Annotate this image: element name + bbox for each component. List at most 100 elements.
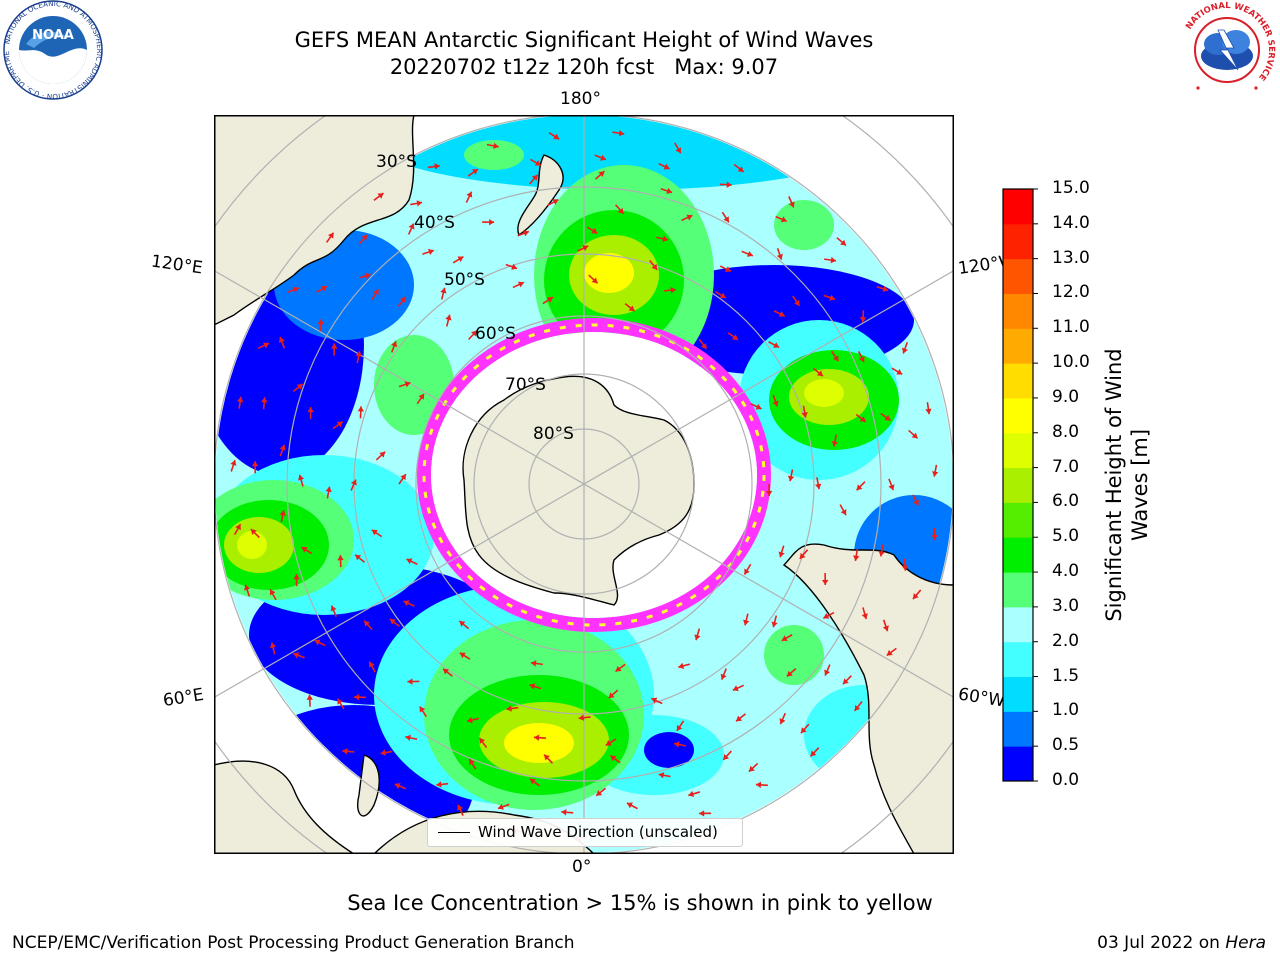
wave-arrow-head xyxy=(582,245,589,251)
colorbar-tick-label: 0.5 xyxy=(1052,735,1080,756)
wave-arrow-head xyxy=(854,704,861,711)
wave-arrow-head xyxy=(337,555,344,561)
wave-arrow-head xyxy=(719,292,726,299)
wave-arrow-head xyxy=(688,790,695,798)
colorbar-segment xyxy=(1003,502,1033,538)
wave-arrow-head xyxy=(357,406,365,412)
wave-arrow-head xyxy=(600,154,606,161)
wave-arrow-head xyxy=(765,490,773,496)
colorbar-tick-label: 14.0 xyxy=(1052,212,1090,233)
wave-arrow-head xyxy=(746,250,753,257)
wave-arrow-head xyxy=(670,286,676,294)
wave-arrow-head xyxy=(354,693,360,701)
wave-arrow-head xyxy=(608,692,615,699)
wave-arrow-head xyxy=(371,529,378,536)
colorbar-segment xyxy=(1003,606,1033,643)
colorbar-tick-label: 13.0 xyxy=(1052,247,1090,268)
wave-arrow-head xyxy=(779,718,786,725)
wave-arrow-head xyxy=(355,351,362,357)
colorbar-segment xyxy=(1003,363,1033,399)
wave-arrow-head xyxy=(615,665,622,672)
wave-arrow-head xyxy=(301,547,308,553)
wave-arrow-head xyxy=(724,266,731,273)
colorbar-segment xyxy=(1003,676,1033,712)
nws-logo: NATIONAL WEATHER SERVICE xyxy=(1179,1,1276,98)
wave-arrow-head xyxy=(901,565,909,571)
wave-arrow-head xyxy=(781,635,788,641)
wave-arrow-head xyxy=(676,724,683,731)
wave-arrow-head xyxy=(471,330,477,337)
footer-date: 03 Jul 2022 on Hera xyxy=(1097,933,1266,953)
wave-arrow-head xyxy=(925,408,932,415)
wave-arrow-head xyxy=(459,621,466,627)
wave-arrow-head xyxy=(658,772,665,779)
wave-arrow-head xyxy=(372,289,379,296)
colorbar-tick-label: 1.0 xyxy=(1052,700,1080,721)
wave-arrow-head xyxy=(544,754,550,761)
wave-arrow-head xyxy=(591,277,598,284)
wave-arrow-head xyxy=(605,740,612,746)
colorbar-tick-label: 0.0 xyxy=(1052,770,1080,790)
wave-arrow-head xyxy=(457,804,464,811)
colorbar-tick-label: 6.0 xyxy=(1052,491,1080,512)
wave-arrow-head xyxy=(686,214,693,221)
colorbar-tick-label: 8.0 xyxy=(1052,421,1080,442)
colorbar-segment xyxy=(1003,641,1033,678)
wave-arrow-head xyxy=(800,727,807,734)
colorbar-segment xyxy=(1003,258,1033,294)
lat-label-50s: 50°S xyxy=(444,270,485,290)
wave-arrow-head xyxy=(678,662,685,670)
wave-arrow-head xyxy=(466,191,473,198)
wave-arrow-head xyxy=(279,444,286,451)
wave-arrow-head xyxy=(493,142,499,150)
wave-arrow-head xyxy=(400,296,406,303)
wave-arrow-head xyxy=(534,160,541,166)
wave-arrow-head xyxy=(821,579,829,586)
wave-arrow-head xyxy=(317,319,324,325)
wave-arrow-head xyxy=(912,593,919,600)
lat-label-80s: 80°S xyxy=(533,424,574,444)
colorbar-segment xyxy=(1003,537,1033,573)
wave-arrow-head xyxy=(801,412,808,418)
graticule xyxy=(214,115,954,854)
lon-label-60w: 60°W xyxy=(956,684,1007,712)
lat-label-30s: 30°S xyxy=(376,152,417,172)
polar-map xyxy=(214,115,954,854)
wave-arrow-head xyxy=(931,534,938,541)
wave-arrow-head xyxy=(626,802,633,809)
wave-arrow-head xyxy=(523,230,529,237)
wave-arrow-head xyxy=(859,416,866,422)
wave-arrow-head xyxy=(529,778,536,785)
wave-arrow-head xyxy=(618,130,625,137)
wave-arrow-head xyxy=(342,748,348,755)
wave-arrow-head xyxy=(489,218,495,226)
colorbar-tick-label: 3.0 xyxy=(1052,595,1080,616)
wave-arrow-head xyxy=(886,649,893,656)
colorbar-segment xyxy=(1003,397,1033,434)
wave-arrow-head xyxy=(858,356,865,363)
sea-ice-note: Sea Ice Concentration > 15% is shown in … xyxy=(347,891,933,915)
wave-arrow-head xyxy=(736,715,743,722)
wave-arrow-head xyxy=(832,355,839,362)
wave-arrow-head xyxy=(314,639,321,646)
wave-arrow-head xyxy=(743,619,750,626)
wave-arrow-head xyxy=(662,235,669,242)
wave-arrow-head xyxy=(731,334,738,340)
wave-arrow-head xyxy=(884,414,891,421)
legend-line-swatch xyxy=(438,832,470,833)
wave-arrow-head xyxy=(337,698,343,705)
wave-arrow-head xyxy=(389,619,396,625)
colorbar-segment xyxy=(1003,293,1033,329)
wave-arrow-head xyxy=(786,670,793,677)
wave-arrow-head xyxy=(471,169,478,175)
wave-arrow-head xyxy=(261,397,268,403)
wave-arrow-head xyxy=(479,737,485,744)
colorbar-tick-label: 12.0 xyxy=(1052,282,1090,303)
wave-arrow-head xyxy=(799,552,806,559)
wave-arrow-head xyxy=(911,432,918,439)
lon-label-120e: 120°E xyxy=(149,251,204,279)
wave-arrow-head xyxy=(263,342,270,349)
lon-label-60e: 60°E xyxy=(161,684,206,712)
wave-arrow-head xyxy=(596,790,603,796)
wave-arrow-head xyxy=(293,652,300,659)
